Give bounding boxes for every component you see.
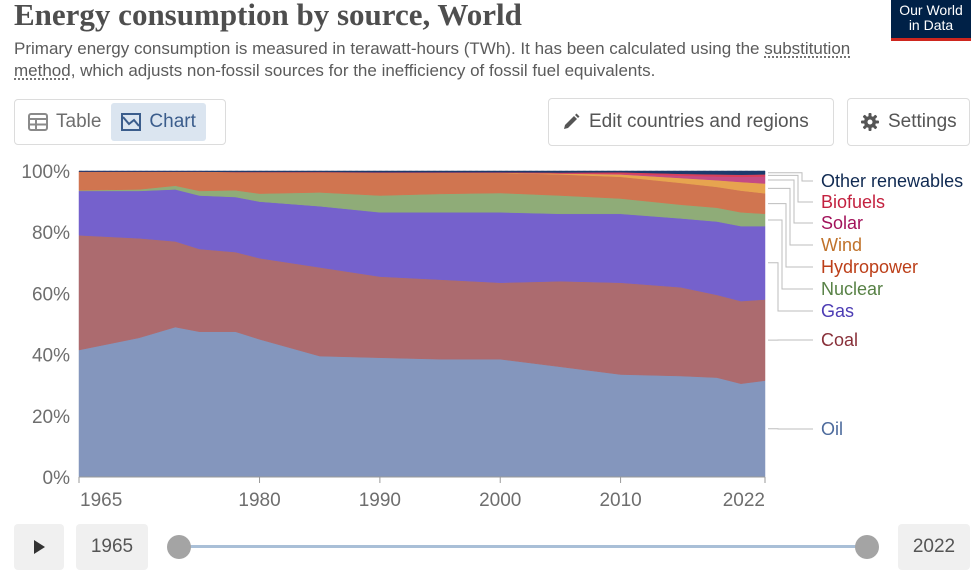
legend-label-biofuels[interactable]: Biofuels [821,192,885,212]
legend-leader-biofuels [768,174,813,203]
area-layer [78,170,766,478]
legend-leader-other-renewables [768,172,813,182]
chart-tab-label: Chart [149,111,196,132]
edit-countries-button[interactable]: Edit countries and regions [548,98,834,146]
area-other-renewables[interactable] [78,170,766,175]
subtitle-text-2: , which adjusts non-fossil sources for t… [70,61,656,80]
play-icon [34,540,45,554]
x-tick-label: 2022 [723,490,765,511]
x-tick-label: 1990 [359,490,401,511]
legend-leader-nuclear [768,219,813,290]
y-tick-label: 40% [32,346,70,367]
legend-layer: Other renewablesBiofuelsSolarWindHydropo… [768,171,963,439]
x-tick-label: 1965 [80,490,122,511]
axis-layer: 0% 20% 40% 60% 80% 100% 1965 1980 1990 2000 2010 20… [21,162,766,511]
legend-label-coal[interactable]: Coal [821,330,858,350]
pencil-icon [564,113,580,129]
stacked-area-chart: 0% 20% 40% 60% 80% 100% 1965 1980 1990 2000 2010 20… [21,162,963,511]
settings-label: Settings [888,111,957,132]
legend-label-oil[interactable]: Oil [821,419,843,439]
legend-label-solar[interactable]: Solar [821,213,863,233]
timeline-start-handle[interactable] [167,535,191,559]
gear-icon [861,113,879,131]
legend-leader-hydropower [768,203,813,268]
legend-leader-wind [768,187,813,246]
chart-icon [121,113,142,131]
legend-label-hydropower[interactable]: Hydropower [821,257,918,277]
y-tick-label: 20% [32,407,70,428]
subtitle-text-1: Primary energy consumption is measured i… [14,39,765,58]
table-tab[interactable]: Table [18,103,111,141]
end-year-box[interactable]: 2022 [898,524,970,570]
chart-tab[interactable]: Chart [111,103,206,141]
legend-label-nuclear[interactable]: Nuclear [821,279,883,299]
legend-leader-gas [768,262,813,312]
timeline-end-handle[interactable] [855,535,879,559]
x-tick-label: 1980 [238,490,280,511]
y-tick-label: 80% [32,223,70,244]
legend-label-wind[interactable]: Wind [821,235,862,255]
logo-line-2: in Data [908,17,954,33]
legend-label-other-renewables[interactable]: Other renewables [821,171,963,191]
legend-label-gas[interactable]: Gas [821,301,854,321]
x-tick-label: 2000 [479,490,521,511]
settings-button[interactable]: Settings [847,98,970,146]
view-toggle: Table Chart [14,99,226,145]
owid-logo[interactable]: Our World in Data [891,0,971,41]
chart-title: Energy consumption by source, World [14,0,522,32]
edit-countries-label: Edit countries and regions [589,111,809,132]
y-tick-label: 0% [43,468,71,489]
y-tick-label: 60% [32,284,70,305]
chart-subtitle: Primary energy consumption is measured i… [14,38,874,82]
start-year-box[interactable]: 1965 [76,524,148,570]
table-icon [28,113,48,131]
timeline-track[interactable] [180,545,866,548]
logo-line-1: Our World [899,2,963,18]
substitution-method-link[interactable]: substitution method [14,39,851,80]
legend-leader-solar [768,179,813,224]
table-tab-label: Table [56,111,102,132]
x-tick-label: 2010 [599,490,641,511]
y-tick-label: 100% [21,162,70,183]
play-button[interactable] [14,524,64,570]
